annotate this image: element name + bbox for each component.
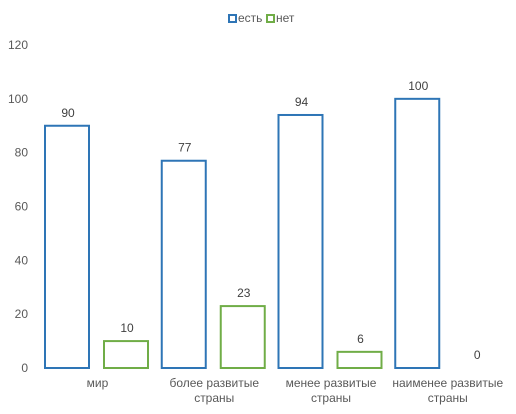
bar-нет-3 bbox=[336, 350, 383, 370]
data-label: 23 bbox=[237, 286, 251, 300]
x-tick-label: мир bbox=[87, 376, 109, 390]
data-label: 77 bbox=[178, 141, 192, 155]
bar-нет-1 bbox=[103, 340, 149, 370]
y-tick-label: 60 bbox=[15, 200, 29, 214]
x-tick-label: более развитые страны bbox=[169, 376, 259, 405]
data-label: 100 bbox=[408, 79, 428, 93]
bar-нет-2 bbox=[219, 305, 266, 370]
bars bbox=[44, 97, 441, 370]
y-tick-label: 80 bbox=[15, 146, 29, 160]
bar-есть-3 bbox=[277, 113, 324, 369]
data-label: 0 bbox=[474, 348, 481, 362]
data-label: 6 bbox=[357, 332, 364, 346]
legend-swatch-1 bbox=[228, 14, 237, 23]
y-axis: 0 20 40 60 80 100 120 bbox=[8, 38, 28, 375]
data-label: 90 bbox=[61, 106, 75, 120]
x-axis: мир более развитые страны менее развитые стр… bbox=[87, 376, 504, 405]
y-tick-label: 0 bbox=[21, 361, 28, 375]
y-tick-label: 20 bbox=[15, 307, 29, 321]
data-label: 94 bbox=[295, 95, 309, 109]
legend-swatch-2 bbox=[266, 14, 275, 23]
y-tick-label: 120 bbox=[8, 38, 28, 52]
data-labels: 90 10 77 23 94 6 100 0 bbox=[61, 79, 481, 362]
y-tick-label: 100 bbox=[8, 92, 28, 106]
x-tick-label: наименее развитые страны bbox=[392, 376, 503, 405]
legend-label-1: есть bbox=[238, 11, 262, 25]
y-tick-label: 40 bbox=[15, 253, 29, 267]
legend-label-2: нет bbox=[276, 11, 295, 25]
x-tick-label: менее развитые страны bbox=[286, 376, 377, 405]
bar-есть-4 bbox=[394, 97, 441, 369]
bar-есть-2 bbox=[160, 159, 207, 369]
data-label: 10 bbox=[120, 321, 134, 335]
bar-есть-1 bbox=[44, 124, 90, 369]
legend: есть нет bbox=[228, 11, 295, 25]
